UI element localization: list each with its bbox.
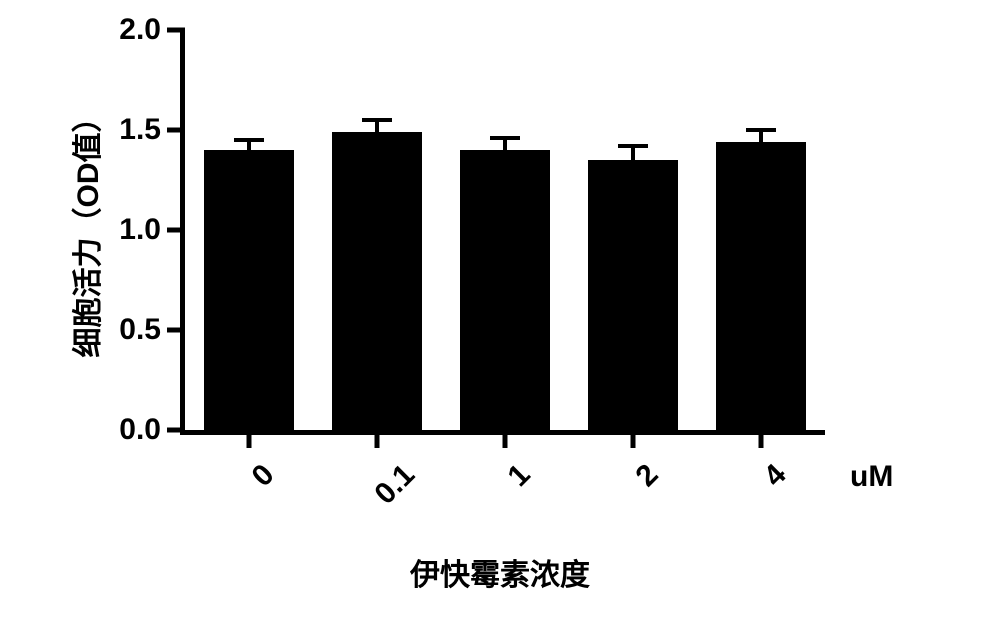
bar — [204, 150, 294, 430]
y-tick — [167, 228, 185, 233]
errorbar-cap — [490, 136, 520, 140]
x-tick — [631, 430, 636, 448]
x-tick — [247, 430, 252, 448]
bar-group — [332, 30, 422, 430]
x-tick — [503, 430, 508, 448]
x-axis-label: 伊快霉素浓度 — [410, 550, 590, 594]
x-tick-label: 0.1 — [368, 458, 422, 512]
errorbar-cap — [234, 138, 264, 142]
bar-group — [204, 30, 294, 430]
bar-group — [460, 30, 550, 430]
x-tick — [759, 430, 764, 448]
y-tick-label: 2.0 — [119, 13, 161, 47]
bar — [716, 142, 806, 430]
y-axis-label: 细胞活力（OD值） — [63, 103, 107, 358]
y-tick — [167, 128, 185, 133]
bar-group — [716, 30, 806, 430]
errorbar-line — [631, 146, 635, 160]
bar — [460, 150, 550, 430]
errorbar-cap — [618, 144, 648, 148]
y-tick-label: 0.5 — [119, 313, 161, 347]
plot-area: 细胞活力（OD值） 0.00.51.01.52.000.1124 — [180, 30, 825, 435]
x-tick-label: 2 — [630, 458, 666, 494]
errorbar-cap — [362, 118, 392, 122]
x-tick-label: 4 — [758, 458, 794, 494]
errorbar-cap — [746, 128, 776, 132]
x-tick-label: 1 — [502, 458, 538, 494]
x-axis-unit: uM — [850, 460, 893, 494]
bar-group — [588, 30, 678, 430]
y-tick — [167, 28, 185, 33]
x-tick-label: 0 — [246, 458, 282, 494]
y-tick-label: 1.5 — [119, 113, 161, 147]
bar — [332, 132, 422, 430]
y-tick — [167, 328, 185, 333]
y-tick-label: 0.0 — [119, 413, 161, 447]
bar-chart: 细胞活力（OD值） 0.00.51.01.52.000.1124 伊快霉素浓度 … — [60, 20, 940, 610]
x-tick — [375, 430, 380, 448]
bar — [588, 160, 678, 430]
y-tick-label: 1.0 — [119, 213, 161, 247]
y-tick — [167, 428, 185, 433]
